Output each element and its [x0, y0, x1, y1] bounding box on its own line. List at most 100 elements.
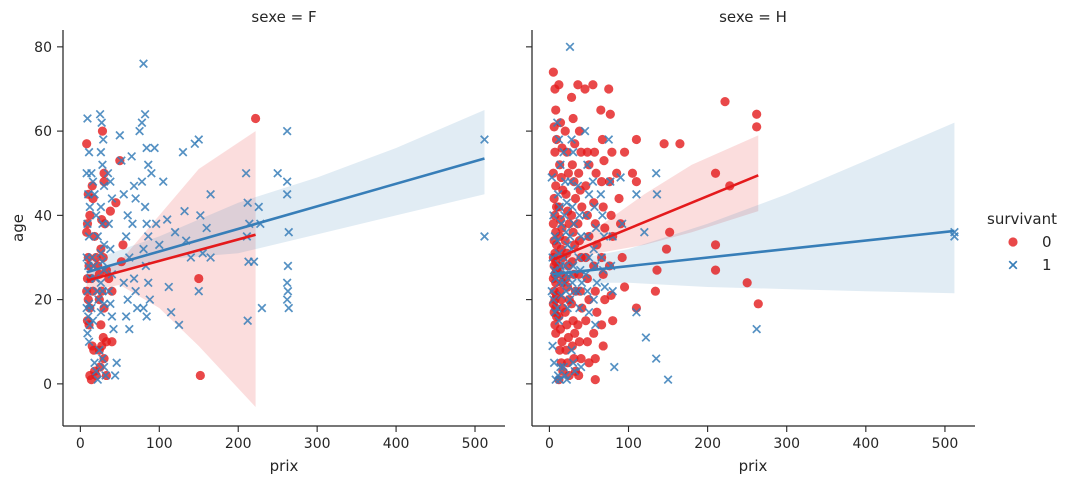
data-point — [550, 147, 560, 157]
data-point — [284, 303, 294, 313]
data-point — [584, 189, 594, 199]
data-point — [752, 324, 762, 334]
data-point — [568, 261, 578, 271]
data-point — [170, 227, 180, 237]
data-point — [553, 189, 563, 199]
data-point — [556, 160, 565, 170]
data-point — [98, 354, 107, 363]
data-point — [652, 189, 662, 199]
x-tick-label: 100 — [615, 436, 642, 452]
legend-items: 01 — [1008, 233, 1052, 274]
data-point — [555, 375, 565, 385]
data-point — [581, 181, 591, 191]
data-point — [95, 109, 105, 119]
data-point — [142, 312, 152, 321]
data-point — [139, 59, 148, 69]
data-point — [568, 358, 578, 368]
data-point — [99, 362, 109, 372]
data-point — [563, 303, 572, 313]
data-point — [87, 303, 96, 313]
data-point — [548, 341, 557, 351]
data-point — [596, 189, 606, 199]
data-point — [560, 261, 570, 271]
data-point — [566, 92, 577, 103]
data-point — [143, 278, 153, 288]
data-point — [158, 177, 168, 187]
data-point — [950, 232, 959, 241]
data-point — [582, 337, 592, 347]
data-point — [132, 303, 142, 313]
facet-panel-h: sexe = H 0 100 200 300 400 500 prix — [526, 8, 975, 475]
x-tick-label: 400 — [383, 436, 410, 452]
data-point — [592, 278, 602, 288]
data-point — [591, 223, 601, 233]
x-tick-label: 200 — [694, 436, 721, 452]
data-point — [582, 147, 592, 157]
data-point — [570, 193, 581, 204]
data-point — [555, 118, 566, 128]
data-point — [577, 278, 587, 288]
data-point — [590, 353, 600, 364]
data-point — [178, 147, 188, 157]
data-point — [241, 168, 251, 178]
data-point — [562, 147, 572, 157]
data-point — [575, 210, 584, 220]
data-point — [580, 84, 590, 94]
data-point — [82, 227, 92, 237]
data-point — [573, 80, 583, 90]
x-tick-label: 200 — [225, 436, 252, 452]
legend: survivant 01 — [987, 210, 1057, 274]
data-point — [563, 168, 573, 178]
data-point — [84, 337, 94, 347]
data-point — [87, 168, 96, 178]
data-point — [115, 130, 125, 140]
data-point — [84, 232, 94, 241]
data-point — [243, 198, 253, 208]
data-point — [82, 139, 92, 149]
data-point — [99, 240, 109, 250]
data-point — [597, 177, 607, 187]
data-point — [243, 316, 253, 326]
data-point — [582, 160, 592, 170]
x-tick-label: 400 — [852, 436, 879, 452]
data-point — [616, 173, 626, 182]
data-point — [91, 366, 101, 376]
data-point — [576, 232, 586, 241]
data-point — [548, 295, 558, 305]
data-point — [96, 248, 106, 258]
data-point — [561, 189, 571, 199]
data-point — [589, 244, 599, 254]
data-point — [121, 312, 131, 321]
data-point — [641, 333, 651, 342]
data-point — [552, 303, 562, 313]
data-point — [710, 240, 721, 250]
data-point — [589, 295, 599, 305]
data-point — [627, 168, 638, 178]
data-point — [257, 303, 267, 313]
data-point — [567, 278, 577, 288]
data-point — [87, 253, 97, 262]
data-point — [606, 210, 616, 220]
data-point — [560, 307, 570, 317]
data-point — [98, 219, 107, 229]
data-point — [98, 286, 107, 296]
data-point — [131, 194, 141, 203]
data-point — [194, 135, 204, 144]
data-point — [121, 232, 131, 241]
data-point — [151, 219, 161, 229]
regression-line-1 — [86, 157, 485, 274]
data-point — [154, 240, 164, 250]
data-point — [675, 139, 685, 149]
data-point — [84, 299, 94, 309]
data-point — [631, 177, 642, 187]
data-point — [639, 227, 649, 237]
panel-f-marks — [82, 59, 489, 408]
legend-label-1: 1 — [1042, 256, 1052, 274]
data-point — [93, 375, 103, 385]
panel-f-axes: 0 100 200 300 400 500 0 20 40 60 80 — [34, 30, 505, 452]
data-point — [107, 194, 117, 203]
data-point — [605, 109, 615, 119]
data-point — [556, 362, 565, 372]
data-point — [140, 202, 150, 212]
data-point — [555, 202, 565, 212]
